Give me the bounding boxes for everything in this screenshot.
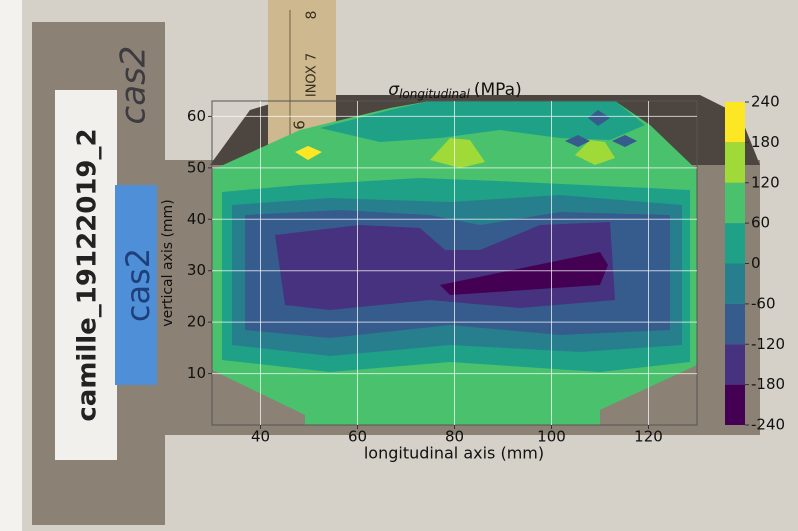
plot	[212, 101, 697, 425]
x-tick-label: 40	[251, 428, 270, 446]
y-tick-label: 40	[187, 210, 206, 228]
contour-region	[612, 135, 637, 147]
y-tick-label: 10	[187, 364, 206, 382]
y-tick-label: 30	[187, 261, 206, 279]
sticker	[55, 90, 117, 460]
y-tick-label: 20	[187, 313, 206, 331]
contour-region	[430, 138, 485, 168]
ruler-number: 8	[304, 11, 320, 20]
colorbar-band	[725, 263, 745, 304]
ruler-text: INOX 7	[305, 53, 320, 97]
colorbar-tick-label: 180	[751, 133, 780, 151]
title-unit: (MPa)	[474, 80, 522, 100]
contour-region	[575, 140, 615, 165]
colorbar-tick-label: -60	[751, 294, 776, 312]
colorbar-tick-label: -240	[751, 416, 785, 434]
sticker-text: camille_19122019_2	[73, 128, 103, 421]
colorbar-band	[725, 182, 745, 224]
colorbar-band	[725, 344, 745, 385]
handwriting: cas2	[114, 46, 154, 125]
colorbar-tick-label: 120	[751, 173, 780, 191]
x-tick-label: 60	[348, 428, 367, 446]
colorbar-band	[725, 102, 745, 143]
x-axis-label: longitudinal axis (mm)	[364, 444, 544, 463]
colorbar-tick-label: 240	[751, 93, 780, 111]
x-tick-label: 120	[634, 428, 663, 446]
colorbar-tick-label: -120	[751, 335, 785, 353]
colorbar-band	[725, 384, 745, 425]
colorbar-tick-label: 0	[751, 254, 761, 272]
contour-region	[440, 252, 608, 295]
colorbar-tick-label: -180	[751, 375, 785, 393]
colorbar-band	[725, 223, 745, 264]
tape-text: cas2	[119, 248, 157, 322]
contour-region	[295, 146, 322, 160]
chart-title: σlongitudinal (MPa)	[388, 80, 521, 101]
title-subscript: longitudinal	[399, 87, 470, 101]
y-axis-label: vertical axis (mm)	[160, 199, 176, 326]
contour-region	[320, 101, 645, 142]
colorbar-band	[725, 303, 745, 345]
y-tick-label: 50	[187, 158, 206, 176]
contour-region	[588, 110, 610, 126]
y-tick-label: 60	[187, 107, 206, 125]
page-edge	[0, 0, 22, 531]
colorbar-tick-label: 60	[751, 214, 770, 232]
ruler-number: 6	[291, 120, 309, 130]
colorbar-band	[725, 142, 745, 183]
blue-tape	[115, 185, 157, 385]
contour-region	[565, 135, 590, 147]
x-tick-label: 100	[537, 428, 566, 446]
title-symbol: σ	[388, 80, 400, 100]
x-tick-label: 80	[445, 428, 464, 446]
